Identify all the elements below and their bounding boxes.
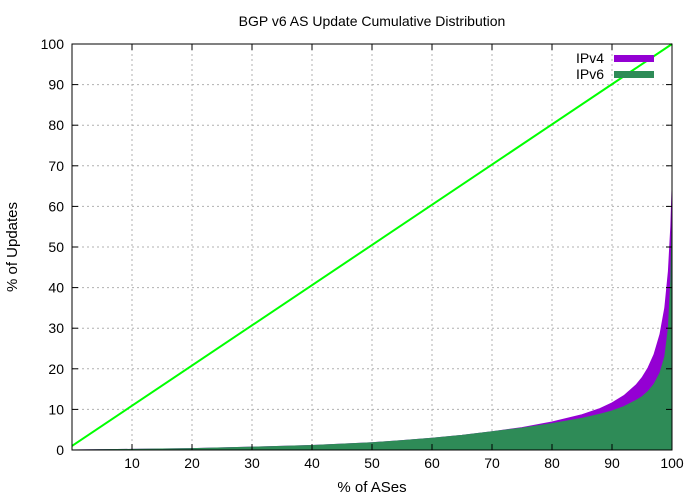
y-tick-label: 60 [48,198,64,214]
x-tick-label: 80 [544,455,560,471]
areas [71,190,673,451]
y-tick-label: 10 [48,401,64,417]
legend-label-ipv4: IPv4 [576,50,604,66]
y-tick-label: 20 [48,361,64,377]
x-tick-label: 70 [484,455,500,471]
y-axis-label: % of Updates [4,202,21,292]
x-tick-label: 50 [364,455,380,471]
axis-ticks: 10 20 30 40 50 60 70 80 90 100 0 10 20 30 40 50 60 70 80 90… [41,36,684,471]
reference-line-group [71,43,673,447]
grid [72,44,672,450]
x-tick-label: 20 [184,455,200,471]
y-tick-label: 0 [56,442,64,458]
y-tick-label: 90 [48,77,64,93]
x-axis-label: % of ASes [337,479,406,496]
x-tick-label: 100 [660,455,684,471]
area-series-ipv6 [71,226,673,451]
x-tick-label: 90 [604,455,620,471]
y-tick-label: 50 [48,239,64,255]
chart-title: BGP v6 AS Update Cumulative Distribution [239,13,506,29]
reference-line [71,43,673,447]
y-tick-label: 100 [41,36,65,52]
legend-swatch-ipv4 [614,55,654,62]
y-tick-label: 40 [48,280,64,296]
x-tick-label: 10 [124,455,140,471]
x-tick-label: 40 [304,455,320,471]
legend-swatch-ipv6 [614,71,654,78]
legend-label-ipv6: IPv6 [576,66,604,82]
x-tick-label: 30 [244,455,260,471]
y-tick-label: 80 [48,117,64,133]
y-tick-label: 30 [48,320,64,336]
x-tick-label: 60 [424,455,440,471]
y-tick-label: 70 [48,158,64,174]
